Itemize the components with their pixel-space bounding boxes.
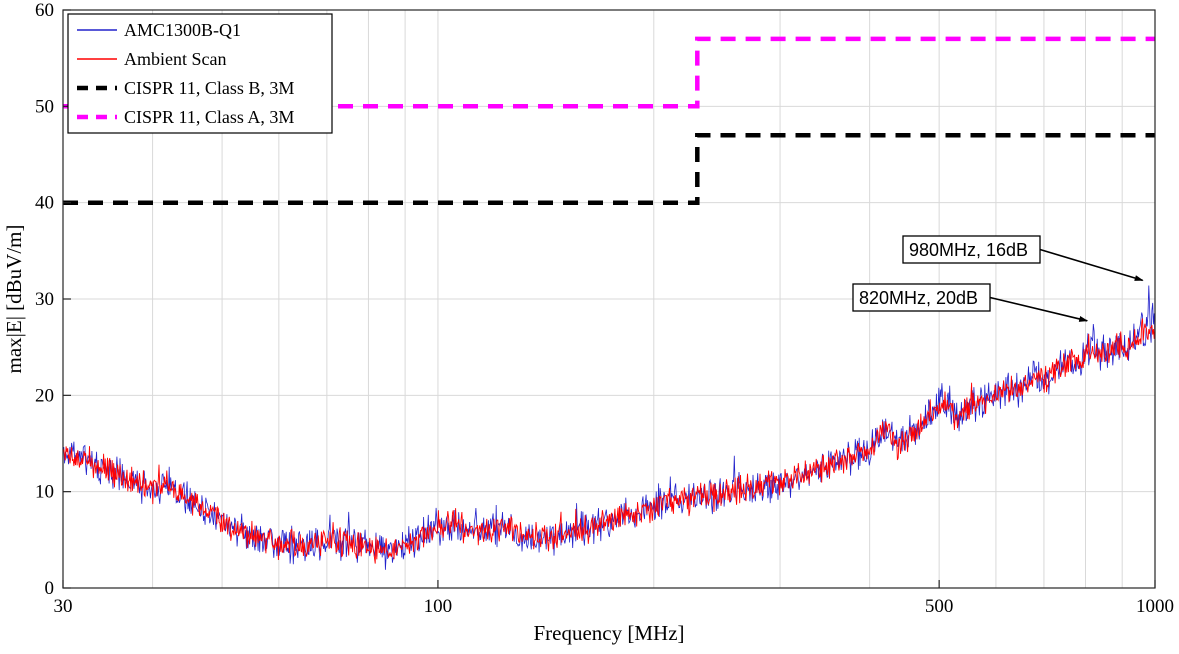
x-tick-label: 100 bbox=[424, 596, 453, 617]
y-tick-label: 60 bbox=[35, 0, 54, 21]
legend-label: CISPR 11, Class B, 3M bbox=[124, 78, 294, 98]
y-axis-label: max|E| [dBuV/m] bbox=[2, 225, 26, 374]
legend-label: AMC1300B-Q1 bbox=[124, 20, 241, 40]
series-cispr-11-class-a-3m bbox=[63, 36, 1155, 109]
series-cispr-11-class-b-3m bbox=[63, 132, 1155, 205]
x-axis-label: Frequency [MHz] bbox=[533, 621, 684, 645]
legend-label: CISPR 11, Class A, 3M bbox=[124, 107, 294, 127]
plot-area bbox=[63, 36, 1155, 570]
y-tick-label: 20 bbox=[35, 385, 54, 406]
legend-label: Ambient Scan bbox=[124, 49, 226, 69]
y-tick-label: 50 bbox=[35, 96, 54, 117]
x-tick-label: 30 bbox=[54, 596, 73, 617]
annotation-980mhz: 980MHz, 16dB bbox=[902, 235, 1144, 282]
series-ambient-scan bbox=[63, 318, 1155, 564]
y-tick-label: 0 bbox=[45, 578, 55, 599]
annotation-text: 820MHz, 20dB bbox=[859, 288, 978, 308]
x-tick-label: 500 bbox=[925, 596, 954, 617]
series-amc1300b-q1 bbox=[63, 285, 1155, 570]
y-tick-label: 30 bbox=[35, 289, 54, 310]
x-tick-label: 1000 bbox=[1136, 596, 1174, 617]
y-tick-label: 10 bbox=[35, 482, 54, 503]
annotation-820mhz: 820MHz, 20dB bbox=[852, 283, 1089, 322]
legend: AMC1300B-Q1 Ambient Scan CISPR 11, Class B… bbox=[67, 13, 333, 134]
annotation-text: 980MHz, 16dB bbox=[909, 240, 1028, 260]
y-tick-label: 40 bbox=[35, 193, 54, 214]
